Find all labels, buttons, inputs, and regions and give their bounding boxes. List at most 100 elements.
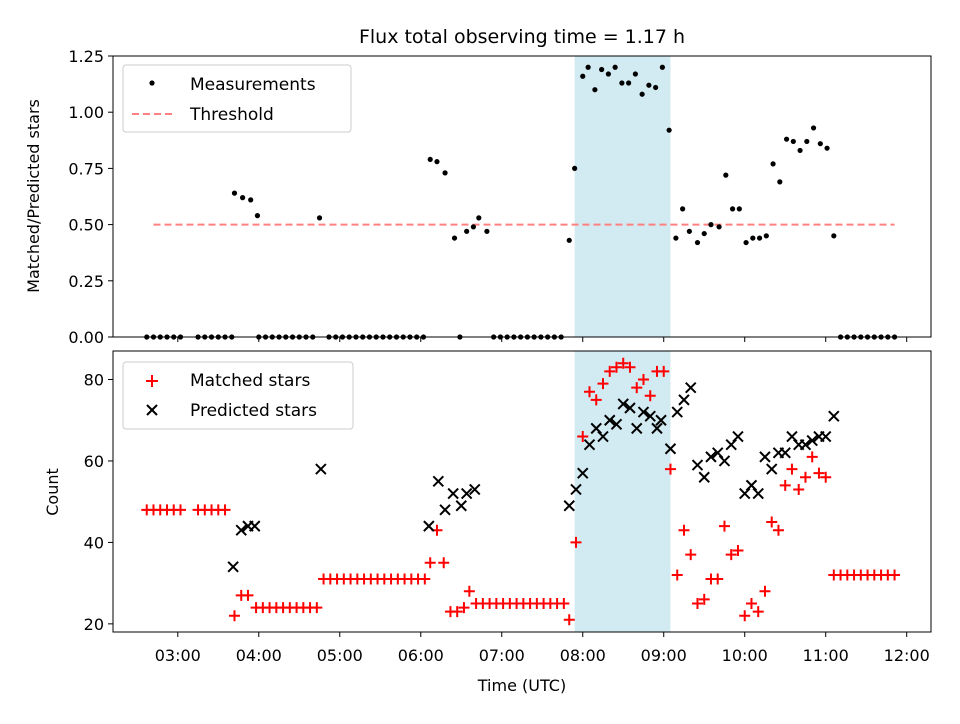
predicted-star-point xyxy=(732,430,744,443)
measurement-point xyxy=(572,165,578,171)
top-legend: Measurements Threshold xyxy=(122,64,352,133)
bottom-x-tick-label: 10:00 xyxy=(722,646,768,665)
matched-star-point xyxy=(174,504,186,516)
predicted-star-point xyxy=(698,471,710,483)
predicted-star-point xyxy=(469,483,481,496)
bottom-legend-box xyxy=(122,361,354,430)
matched-star-point xyxy=(772,524,784,536)
matched-star-point xyxy=(779,479,791,491)
predicted-star-point xyxy=(705,451,717,463)
measurement-point xyxy=(804,138,810,145)
matched-star-point xyxy=(889,569,901,581)
matched-star-point xyxy=(806,451,818,463)
measurement-point xyxy=(566,237,572,243)
matched-star-point xyxy=(563,614,575,626)
matched-star-point xyxy=(820,471,832,483)
top-y-tick-label: 0.75 xyxy=(68,159,104,178)
measurement-point xyxy=(729,206,736,212)
bottom-x-tick-label: 08:00 xyxy=(560,646,606,665)
predicted-star-point xyxy=(315,463,327,475)
matched-star-point xyxy=(558,597,570,609)
matched-star-point xyxy=(685,549,697,561)
measurement-point xyxy=(484,228,490,234)
measurement-point xyxy=(694,239,701,246)
matched-star-point xyxy=(799,471,811,483)
matched-star-point xyxy=(644,390,656,402)
predicted-star-point xyxy=(570,483,582,496)
measurement-point xyxy=(736,206,742,212)
matched-star-point xyxy=(590,394,602,406)
predicted-star-point xyxy=(779,447,791,459)
predicted-star-point xyxy=(610,418,623,431)
bottom-highlight-span xyxy=(574,351,671,632)
top-y-tick-label: 1.25 xyxy=(68,47,104,66)
measurement-point xyxy=(756,235,763,241)
bottom-x-tick-label: 05:00 xyxy=(317,646,363,665)
matched-star-point xyxy=(438,557,450,569)
measurement-point xyxy=(680,206,686,212)
top-y-axis-label: Matched/Predicted stars xyxy=(24,99,43,293)
matched-star-point xyxy=(725,549,737,561)
bottom-x-axis: 03:00 04:00 05:00 06:00 07:00 08:00 09:00 10:00… xyxy=(155,632,930,665)
matched-star-point xyxy=(664,463,676,475)
measurement-point xyxy=(470,224,477,230)
bottom-y-tick-label: 20 xyxy=(84,615,104,634)
bottom-x-tick-label: 11:00 xyxy=(803,646,849,665)
measurement-point xyxy=(605,71,611,77)
predicted-star-point xyxy=(455,500,467,512)
bottom-x-tick-label: 03:00 xyxy=(155,646,201,665)
matched-star-point xyxy=(766,516,778,528)
predicted-star-point xyxy=(685,381,697,394)
matched-star-point xyxy=(583,386,595,398)
matched-star-point xyxy=(658,365,670,377)
measurement-point xyxy=(810,125,817,131)
matched-star-point xyxy=(752,606,764,618)
measurement-point xyxy=(427,156,433,163)
predicted-star-point xyxy=(597,430,609,443)
legend-measurements-marker xyxy=(149,80,155,86)
measurement-point xyxy=(824,145,830,151)
bottom-y-tick-label: 60 xyxy=(84,452,104,471)
matched-star-point xyxy=(610,361,622,373)
top-legend-box xyxy=(122,64,352,133)
matched-star-point xyxy=(698,593,710,605)
predicted-star-point xyxy=(604,414,616,426)
legend-predicted-label: Predicted stars xyxy=(190,401,317,421)
bottom-x-tick-label: 09:00 xyxy=(641,646,687,665)
matched-star-point xyxy=(631,382,643,394)
measurement-point xyxy=(476,215,482,221)
measurement-point xyxy=(592,87,598,93)
bottom-x-tick-label: 06:00 xyxy=(398,646,444,665)
predicted-star-point xyxy=(249,520,261,532)
matched-star-point xyxy=(624,361,636,373)
predicted-star-point xyxy=(624,402,636,414)
predicted-star-point xyxy=(563,500,575,512)
measurement-point xyxy=(239,195,246,201)
measurement-point xyxy=(451,235,458,241)
matched-star-point xyxy=(759,585,771,597)
bottom-legend: Matched stars Predicted stars xyxy=(122,361,354,430)
predicted-star-point xyxy=(631,422,643,435)
measurement-point xyxy=(666,127,672,133)
predicted-star-point xyxy=(806,434,818,447)
predicted-star-point xyxy=(583,438,596,451)
matched-star-point xyxy=(597,378,609,390)
predicted-star-point xyxy=(617,398,629,410)
top-y-axis: 0.00 0.25 0.50 0.75 1.00 1.25 xyxy=(68,47,113,347)
bottom-x-axis-label: Time (UTC) xyxy=(477,676,566,695)
bottom-x-tick-label: 12:00 xyxy=(884,646,930,665)
matched-star-point xyxy=(604,365,616,377)
predicted-stars-series xyxy=(227,381,840,573)
top-panel: 0.00 0.25 0.50 0.75 1.00 1.25 Flux total obse… xyxy=(24,26,932,347)
measurement-point xyxy=(442,170,448,176)
measurement-point xyxy=(653,84,659,91)
measurement-point xyxy=(626,80,632,86)
measurement-point xyxy=(750,235,756,241)
measurement-point xyxy=(673,235,679,241)
measurement-point xyxy=(708,222,714,228)
matched-star-point xyxy=(745,597,757,609)
matched-star-point xyxy=(813,467,825,479)
predicted-star-point xyxy=(799,438,812,451)
